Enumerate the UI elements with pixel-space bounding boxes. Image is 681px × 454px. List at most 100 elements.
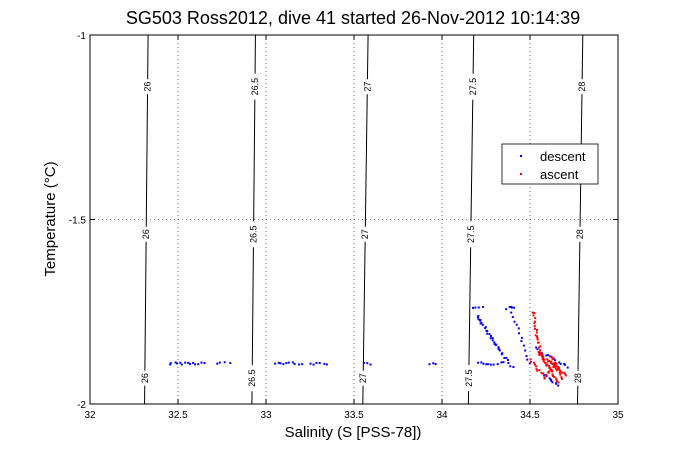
data-point-descent-10 (194, 363, 197, 366)
data-point-descent-73 (489, 337, 492, 340)
data-point-ascent-24 (537, 351, 540, 354)
contour-label-1-2: 26.5 (247, 369, 257, 387)
legend-label-descent: descent (540, 149, 586, 164)
data-point-ascent-67 (562, 371, 565, 374)
contour-label-3-0: 27.5 (468, 78, 478, 96)
data-point-descent-11 (197, 363, 200, 366)
data-point-descent-26 (298, 363, 301, 366)
data-point-ascent-46 (555, 377, 558, 380)
data-point-ascent-28 (540, 355, 543, 358)
data-point-descent-65 (481, 323, 484, 326)
data-point-descent-118 (563, 363, 566, 366)
contour-label-bg-2-2 (358, 370, 369, 386)
data-point-ascent-9 (535, 331, 538, 334)
data-point-descent-83 (498, 349, 501, 352)
data-point-ascent-17 (538, 346, 541, 349)
contour-label-bg-3-0 (467, 73, 478, 100)
data-point-ascent-81 (552, 363, 555, 366)
contour-label-bg-0-2 (139, 370, 150, 386)
data-point-ascent-6 (533, 325, 536, 328)
data-point-descent-50 (472, 306, 475, 309)
data-point-descent-20 (279, 362, 282, 365)
data-point-descent-98 (518, 332, 521, 335)
contour-label-bg-4-2 (572, 370, 583, 386)
data-point-ascent-95 (550, 356, 553, 359)
data-point-descent-39 (434, 363, 437, 366)
data-point-descent-80 (497, 346, 500, 349)
data-point-ascent-35 (545, 364, 548, 367)
data-point-descent-76 (493, 341, 496, 344)
x-tick-label-6: 35 (612, 410, 624, 421)
plot-area: 26 26 26 26.5 26.5 26.5 27 27 27 27.5 27.5 27.5 28 28… (69, 31, 624, 421)
data-point-descent-13 (203, 362, 206, 365)
data-point-descent-64 (480, 321, 483, 324)
data-point-ascent-98 (554, 362, 557, 365)
x-tick-label-4: 34 (436, 410, 448, 421)
data-point-descent-79 (495, 343, 498, 346)
contour-label-bg-0-1 (141, 226, 152, 242)
data-point-descent-84 (501, 352, 504, 355)
data-point-descent-116 (559, 362, 562, 365)
data-point-descent-92 (510, 306, 513, 309)
contour-label-bg-0-0 (142, 79, 153, 95)
data-point-ascent-87 (533, 363, 536, 366)
data-point-descent-91 (512, 366, 515, 369)
data-point-ascent-16 (539, 345, 542, 348)
data-point-ascent-68 (564, 372, 567, 375)
data-point-descent-107 (536, 348, 539, 351)
data-point-descent-94 (511, 316, 514, 319)
contour-label-bg-3-2 (463, 365, 474, 392)
data-point-ascent-45 (553, 375, 556, 378)
data-point-descent-74 (491, 337, 494, 340)
data-point-ascent-5 (533, 322, 536, 325)
data-point-ascent-86 (532, 361, 535, 364)
legend: descent ascent (501, 143, 599, 185)
data-point-descent-14 (216, 362, 219, 365)
data-point-descent-41 (480, 361, 483, 364)
data-point-ascent-51 (546, 360, 549, 363)
data-point-ascent-19 (540, 351, 543, 354)
data-point-descent-88 (507, 358, 510, 361)
data-point-ascent-56 (551, 362, 554, 365)
data-point-descent-86 (503, 356, 506, 359)
data-point-descent-37 (428, 363, 431, 366)
data-point-descent-53 (482, 306, 485, 309)
data-point-ascent-7 (533, 327, 536, 330)
data-point-ascent-71 (543, 376, 546, 379)
data-point-descent-40 (477, 361, 480, 364)
x-tick-label-3: 33.5 (344, 410, 364, 421)
data-point-descent-43 (485, 363, 488, 366)
data-point-ascent-10 (534, 334, 537, 337)
data-point-descent-60 (477, 318, 480, 321)
data-point-ascent-97 (553, 361, 556, 364)
data-point-descent-33 (325, 363, 328, 366)
data-point-descent-119 (566, 366, 569, 369)
data-point-ascent-21 (541, 353, 544, 356)
data-point-ascent-0 (531, 311, 534, 314)
contour-line-4 (577, 34, 584, 405)
contour-label-3-1: 27.5 (466, 225, 476, 243)
contour-label-4-2: 28 (573, 373, 583, 383)
y-axis-label: Temperature (°C) (42, 161, 59, 276)
data-point-descent-103 (525, 355, 528, 358)
contour-label-0-1: 26 (141, 229, 151, 239)
data-point-descent-30 (315, 361, 318, 364)
data-point-descent-55 (508, 305, 511, 308)
y-tick-label-0: -2 (77, 400, 86, 411)
data-point-descent-16 (223, 361, 226, 364)
data-point-descent-35 (366, 362, 369, 365)
data-point-descent-58 (477, 314, 480, 317)
x-tick-label-1: 32.5 (168, 410, 188, 421)
data-point-ascent-103 (559, 373, 562, 376)
data-point-ascent-62 (557, 367, 560, 370)
data-point-ascent-53 (550, 360, 553, 363)
data-point-descent-126 (551, 381, 554, 384)
data-point-descent-0 (169, 363, 172, 366)
data-point-ascent-76 (547, 370, 550, 373)
data-point-descent-15 (218, 361, 221, 364)
contour-label-1-1: 26.5 (249, 225, 259, 243)
data-point-descent-18 (274, 362, 277, 365)
data-point-ascent-30 (541, 358, 544, 361)
data-point-ascent-8 (535, 328, 538, 331)
data-point-descent-17 (229, 362, 232, 365)
